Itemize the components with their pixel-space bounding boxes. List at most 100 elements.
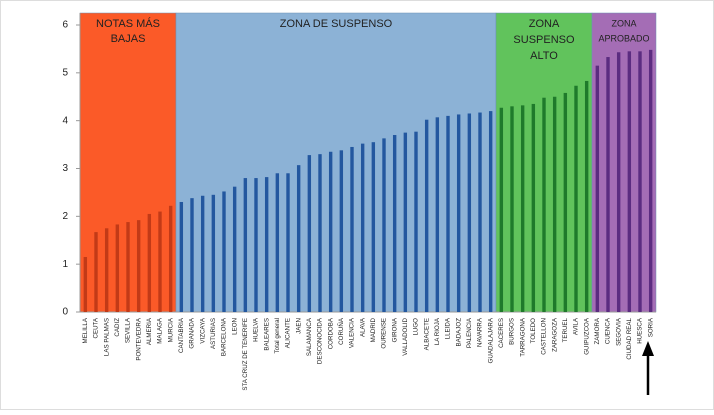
y-tick-label: 5 — [62, 67, 68, 78]
zones: NOTAS MÁS BAJAS ZONA DE SUSPENSO ZONA SUSPEN… — [79, 12, 657, 313]
x-tick-label: MELILLA — [82, 317, 89, 343]
x-tick-label: CASTELLON — [541, 318, 548, 355]
x-tick-label: BALEARES — [263, 318, 270, 351]
bar — [200, 195, 205, 312]
bar — [115, 224, 120, 312]
x-tick-label: AVILA — [573, 317, 580, 335]
x-tick-label: LLEIDA — [445, 317, 452, 339]
zone-label: ZONA — [611, 18, 636, 28]
bar — [296, 165, 301, 312]
bar — [552, 96, 557, 312]
x-tick-label: CUENCA — [605, 317, 612, 344]
x-tick-label: ALAVA — [359, 317, 366, 337]
x-tick-label: SORIA — [647, 317, 654, 337]
x-tick-label: JAEN — [295, 318, 302, 334]
zone-label: SUSPENSO — [513, 34, 575, 46]
zone-label: NOTAS MÁS — [96, 17, 160, 30]
bar — [499, 107, 504, 312]
x-tick-label: ALICANTE — [285, 318, 292, 348]
x-tick-label: CADIZ — [114, 318, 121, 337]
bar — [286, 173, 290, 312]
x-tick-label: BADAJOZ — [455, 318, 462, 347]
bar — [510, 106, 514, 312]
bar — [307, 155, 312, 312]
x-tick-label: SEVILLA — [125, 317, 132, 343]
x-tick-label: BURGOS — [509, 318, 516, 345]
x-tick-label: STA CRUZ DE TENERIFE — [242, 318, 249, 391]
x-tick-label: CACERES — [498, 318, 505, 348]
x-tick-label: GIRONA — [391, 317, 398, 342]
y-tick-label: 1 — [62, 259, 68, 270]
bar — [83, 256, 88, 312]
bar — [318, 154, 322, 312]
x-tick-label: VALENCIA — [349, 317, 356, 348]
x-tick-label: SEGOVIA — [615, 317, 622, 346]
zone-label: APROBADO — [598, 33, 649, 43]
zone-label: ZONA DE SUSPENSO — [280, 18, 393, 30]
x-tick-label: PALENCIA — [466, 317, 473, 348]
bar — [648, 49, 653, 313]
x-tick-label: TERUEL — [562, 317, 569, 342]
x-tick-label: LUGO — [413, 318, 420, 336]
bar — [606, 57, 610, 312]
bar — [222, 191, 226, 312]
x-tick-label: VIZCAYA — [199, 317, 206, 343]
bar — [574, 85, 578, 312]
x-tick-label: TOLEDO — [530, 318, 537, 344]
bar — [638, 51, 642, 312]
x-tick-label: GUADALAJARA — [487, 317, 494, 363]
x-tick-label: MADRID — [370, 317, 377, 342]
bar — [328, 151, 333, 312]
bar — [147, 213, 152, 312]
x-tick-label: NAVARRA — [477, 317, 484, 347]
x-tick-label: BARCELONA — [221, 317, 228, 356]
y-tick-label: 6 — [62, 20, 68, 31]
bar — [158, 211, 162, 312]
x-tick-label: CEUTA — [93, 317, 100, 338]
bar — [275, 173, 280, 312]
bar — [254, 178, 258, 312]
bar — [104, 228, 109, 312]
x-tick-label: VALLADOLID — [402, 317, 409, 355]
y-tick-label: 4 — [62, 115, 68, 126]
bar — [211, 194, 216, 312]
x-tick-label: SALAMANCA — [306, 317, 313, 356]
bar — [563, 92, 568, 312]
bar — [168, 205, 173, 312]
x-tick-label: ALBACETE — [423, 318, 430, 350]
zone-label: ZONA — [529, 18, 560, 30]
x-tick-label: ZAMORA — [594, 317, 601, 344]
bar — [94, 232, 98, 312]
x-tick-label: ZARAGOZA — [551, 317, 558, 352]
x-tick-label: MURCIA — [167, 317, 174, 342]
bar — [339, 150, 344, 312]
bar — [414, 131, 418, 312]
x-tick-label: Total general — [274, 318, 281, 353]
bar — [136, 220, 141, 312]
zone-label: BAJAS — [111, 33, 146, 45]
bar — [435, 117, 440, 313]
x-tick-label: CANTABRIA — [178, 317, 185, 353]
bar — [232, 186, 237, 312]
x-tick-label: LA RIOJA — [434, 317, 441, 345]
zone — [591, 12, 657, 313]
bar — [531, 103, 536, 312]
bar — [126, 222, 130, 312]
x-tick-label: CORDOBA — [327, 317, 334, 349]
x-tick-label: CORUÑA — [338, 317, 345, 345]
bar — [595, 65, 600, 313]
bar — [446, 115, 450, 312]
bar — [360, 143, 365, 312]
x-tick-label: LAS PALMAS — [103, 318, 110, 356]
bar — [520, 105, 525, 312]
bar — [190, 198, 194, 312]
arrow-head — [642, 341, 654, 356]
x-tick-label: GRANADA — [189, 317, 196, 348]
x-tick-label: HUESCA — [637, 317, 644, 344]
plot: 0 1 2 3 4 5 6 MELILLA CEUTA LAS PALMAS CADIZ SEVILL… — [62, 13, 656, 391]
bar — [584, 80, 589, 312]
x-tick-label: ALMERIA — [146, 317, 153, 345]
x-tick-label: LEON — [231, 318, 238, 335]
x-tick-label: DESCONOCIDA — [317, 317, 324, 364]
